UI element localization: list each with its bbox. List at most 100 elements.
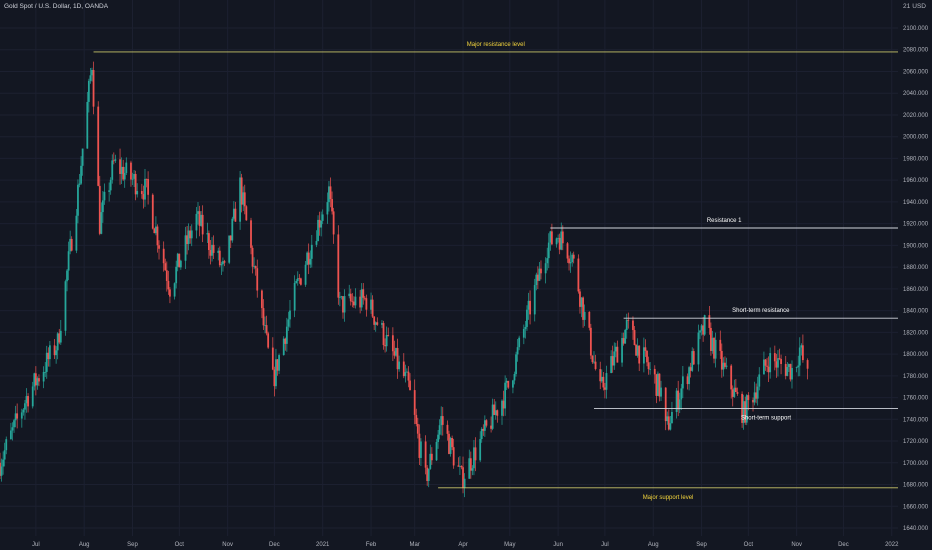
candle <box>766 357 768 373</box>
candle <box>536 266 539 289</box>
candle <box>385 326 388 352</box>
candle <box>158 240 160 260</box>
y-tick-label: 1860.000 <box>903 287 929 293</box>
y-tick-label: 1840.000 <box>903 309 929 315</box>
y-tick-label: 2080.000 <box>903 48 929 54</box>
symbol-title[interactable]: Gold Spot / U.S. Dollar, 1D, OANDA <box>4 3 109 10</box>
candle <box>296 271 299 286</box>
time-axis[interactable]: Jul Aug Sep Oct Nov Dec 2021 Feb Mar Apr May Jun Jul… <box>32 542 899 548</box>
candle <box>669 416 672 431</box>
candle <box>342 296 344 319</box>
candle <box>710 322 712 356</box>
candle <box>502 390 505 417</box>
candle <box>326 192 329 224</box>
candle <box>680 383 683 410</box>
candle <box>89 67 92 84</box>
candle <box>480 427 483 443</box>
candle <box>406 368 408 373</box>
candle <box>10 422 12 440</box>
candle <box>289 300 291 328</box>
candle <box>418 424 421 466</box>
candle <box>448 430 450 455</box>
candle <box>535 272 538 291</box>
candle <box>140 183 143 199</box>
candle <box>473 440 475 476</box>
candle <box>64 279 67 336</box>
candle <box>725 357 728 370</box>
candle <box>605 365 608 399</box>
candle <box>293 275 296 318</box>
candle <box>529 290 531 325</box>
candle <box>123 166 126 188</box>
y-tick-label: 1740.000 <box>903 417 929 423</box>
y-tick-label: 2000.000 <box>903 135 929 141</box>
candle <box>624 328 627 344</box>
candle <box>70 236 73 252</box>
candle <box>613 342 616 370</box>
candle <box>795 366 798 373</box>
candle <box>284 337 287 351</box>
levels-layer: Major resistance level Resistance 1 Short-… <box>93 42 898 501</box>
candle <box>460 465 463 470</box>
candle <box>730 364 733 399</box>
candle <box>22 407 25 416</box>
candle <box>667 409 670 431</box>
candle <box>165 261 168 292</box>
candle <box>798 337 801 377</box>
candle <box>755 383 758 404</box>
candle <box>3 442 6 467</box>
candle <box>287 311 290 331</box>
candle <box>206 222 209 243</box>
candle <box>187 223 190 251</box>
candle <box>285 317 288 352</box>
candle <box>197 202 199 225</box>
candle <box>120 157 123 184</box>
candle <box>763 351 765 375</box>
candle <box>474 437 477 472</box>
candle <box>744 396 747 425</box>
candle <box>773 345 776 371</box>
candle <box>155 216 157 236</box>
price-axis[interactable]: 1640.000 1660.000 1680.000 1700.000 1720.000… <box>903 26 929 532</box>
candle <box>198 205 201 237</box>
x-tick-label: Sep <box>696 542 707 548</box>
candle <box>658 373 661 402</box>
candle <box>482 424 485 436</box>
candle <box>232 201 235 221</box>
candle <box>452 438 455 469</box>
x-tick-label: Dec <box>838 542 849 548</box>
candle <box>220 261 223 275</box>
candle <box>348 284 351 299</box>
x-tick-label: Apr <box>458 542 467 548</box>
candle <box>153 227 156 234</box>
candle <box>381 320 383 329</box>
candle <box>457 457 460 467</box>
candle <box>396 338 399 379</box>
candle <box>14 405 17 428</box>
candle <box>134 170 137 201</box>
candle <box>370 292 372 314</box>
candle <box>176 252 179 272</box>
candle <box>413 379 416 425</box>
candle <box>589 323 592 360</box>
candle <box>240 173 243 213</box>
x-tick-label: Sep <box>127 542 138 548</box>
candle <box>387 327 390 337</box>
candle <box>56 332 59 360</box>
candle <box>440 406 443 436</box>
currency-indicator[interactable]: 21 USD <box>903 3 926 10</box>
candle <box>337 225 340 305</box>
candle <box>209 240 212 265</box>
candle <box>791 360 793 389</box>
y-tick-label: 1900.000 <box>903 243 929 249</box>
candle <box>254 265 257 276</box>
candle <box>801 334 804 363</box>
candle <box>223 259 226 267</box>
candle <box>485 419 488 428</box>
candle <box>78 174 81 188</box>
candle <box>635 343 637 356</box>
candle <box>404 364 407 383</box>
y-tick-label: 1880.000 <box>903 265 929 271</box>
candle <box>275 348 277 390</box>
